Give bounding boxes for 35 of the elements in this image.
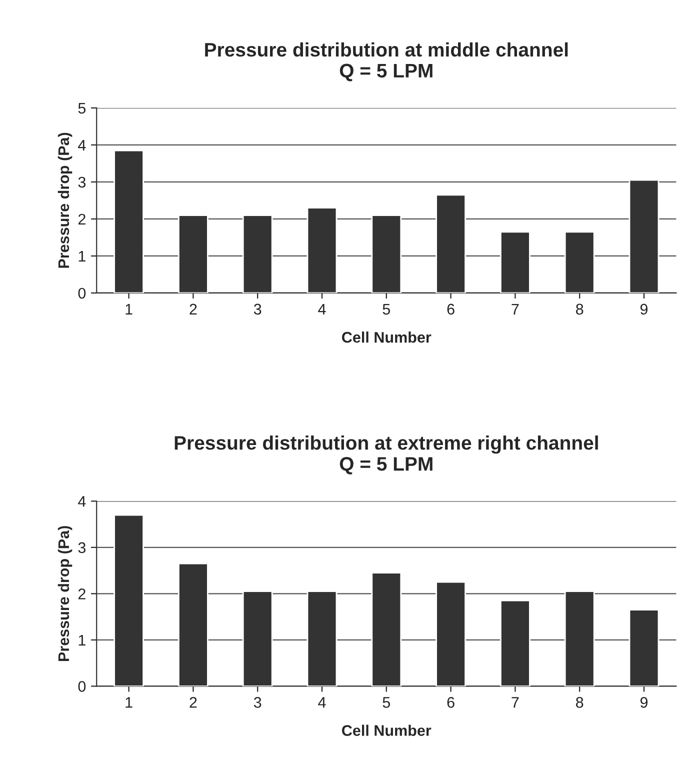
- y-tick-label: 3: [78, 176, 86, 188]
- y-tick-label: 1: [78, 250, 86, 262]
- x-tick-label: 6: [447, 304, 454, 315]
- y-tick-label: 4: [78, 496, 86, 507]
- x-axis-title: Cell Number: [342, 724, 432, 736]
- y-tick-label: 2: [78, 214, 86, 224]
- y-tick-label: 1: [78, 634, 86, 646]
- x-tick-label: 3: [254, 304, 262, 315]
- x-tick-label: 3: [254, 697, 262, 708]
- x-tick-label: 9: [640, 697, 648, 708]
- chart-title: Pressure distribution at extreme right channel Q = 5 LPM: [174, 435, 598, 474]
- x-tick-label: 5: [382, 304, 390, 315]
- x-axis-title: Cell Number: [342, 332, 432, 343]
- y-tick-label: 2: [78, 588, 86, 600]
- x-tick-label: 7: [512, 304, 519, 314]
- y-axis-title: Pressure drop (Pa): [58, 526, 72, 661]
- x-tick-label: 7: [512, 697, 519, 708]
- x-tick-label: 6: [447, 697, 454, 708]
- x-tick-label: 8: [576, 304, 584, 315]
- y-tick-label: 5: [78, 102, 86, 114]
- x-tick-label: 8: [576, 697, 584, 708]
- x-tick-label: 2: [190, 304, 197, 314]
- x-tick-label: 1: [126, 304, 132, 314]
- x-tick-label: 4: [318, 304, 326, 314]
- x-tick-label: 9: [640, 304, 648, 315]
- y-axis-title: Pressure drop (Pa): [58, 132, 72, 268]
- chart-title: Pressure distribution at middle channel Q = 5 LPM: [205, 42, 568, 82]
- x-tick-label: 5: [382, 697, 390, 708]
- x-tick-label: 2: [190, 697, 197, 708]
- y-tick-label: 3: [78, 542, 86, 554]
- y-tick-label: 0: [78, 681, 86, 692]
- x-tick-label: 1: [126, 697, 132, 708]
- x-tick-label: 4: [318, 697, 326, 708]
- y-tick-label: 4: [78, 140, 86, 150]
- y-tick-label: 0: [78, 288, 86, 299]
